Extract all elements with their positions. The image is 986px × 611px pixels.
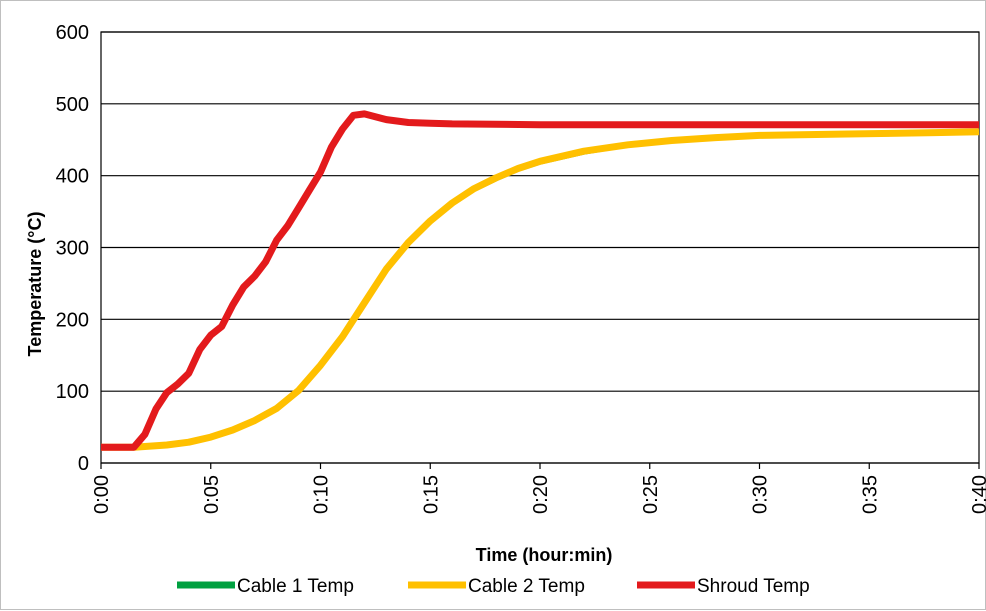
y-tick-label-400: 400 — [56, 166, 89, 188]
y-tick-label-100: 100 — [56, 381, 89, 403]
series-line-cable-1-temp — [101, 132, 979, 447]
x-tick-label-0:25: 0:25 — [640, 475, 662, 514]
x-tick-label-0:40: 0:40 — [969, 475, 986, 514]
legend: Cable 1 Temp Cable 2 Temp Shroud Temp — [177, 576, 810, 597]
x-tick-label-0:35: 0:35 — [859, 475, 881, 514]
y-axis-title: Temperature (°C) — [25, 212, 45, 357]
y-tick-label-500: 500 — [56, 94, 89, 116]
x-tick-label-0:30: 0:30 — [750, 475, 772, 514]
x-axis-title: Time (hour:min) — [476, 545, 613, 565]
x-axis-tick-labels: 0:00 0:05 0:10 0:15 0:20 0:25 0:30 0:35 0:40 — [91, 475, 986, 514]
y-tick-label-600: 600 — [56, 22, 89, 44]
x-tick-label-0:20: 0:20 — [530, 475, 552, 514]
legend-label-cable-2-temp: Cable 2 Temp — [468, 576, 585, 597]
series-lines — [101, 114, 979, 447]
y-tick-label-200: 200 — [56, 309, 89, 331]
y-tick-label-300: 300 — [56, 238, 89, 260]
x-tick-label-0:10: 0:10 — [311, 475, 333, 514]
x-tick-label-0:00: 0:00 — [91, 475, 113, 514]
series-line-cable-2-temp — [101, 132, 979, 447]
x-tick-label-0:05: 0:05 — [201, 475, 223, 514]
grid — [101, 32, 979, 469]
y-tick-label-0: 0 — [78, 453, 89, 475]
y-axis-tick-labels: 0 100 200 300 400 500 600 — [56, 22, 89, 475]
legend-label-shroud-temp: Shroud Temp — [697, 576, 810, 597]
legend-label-cable-1-temp: Cable 1 Temp — [237, 576, 354, 597]
x-tick-label-0:15: 0:15 — [420, 475, 442, 514]
